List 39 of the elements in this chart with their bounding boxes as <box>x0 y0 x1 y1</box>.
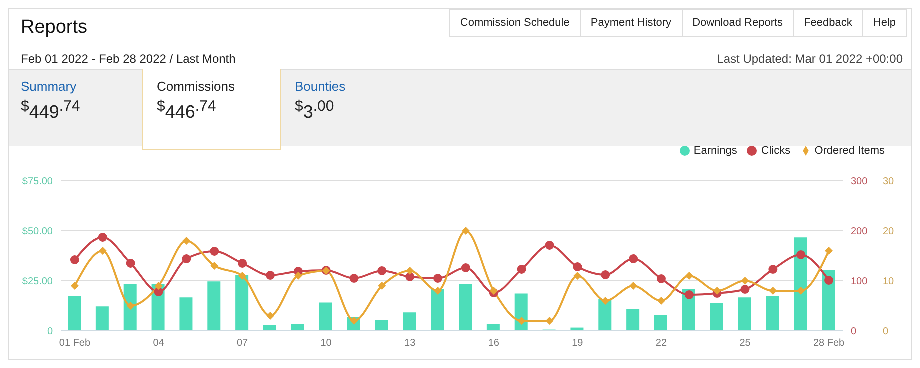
text: Commission Schedule <box>449 9 581 37</box>
x-tick-label: 01 Feb <box>59 338 91 350</box>
x-tick-label: 28 Feb <box>813 338 846 350</box>
y-tick-label: $75.00 <box>22 176 54 188</box>
y-tick-label: 0 <box>47 326 54 338</box>
y3-tick-label: 30 <box>883 176 895 188</box>
text: $^{$}$3$^{.00}$ <box>295 98 334 122</box>
x-tick-label: 04 <box>153 338 165 350</box>
y3-tick-label: 10 <box>883 276 895 288</box>
y-tick-label: $50.00 <box>22 226 54 238</box>
y3-tick-label: 0 <box>883 326 889 338</box>
text: Bounties <box>295 79 346 94</box>
y2-tick-label: 100 <box>851 276 868 288</box>
x-tick-label: 19 <box>572 338 584 350</box>
y-tick-label: $25.00 <box>22 276 54 288</box>
text: Payment History <box>580 9 683 37</box>
x-tick-label: 10 <box>320 338 332 350</box>
text: $^{$}$449$^{.74}$ <box>21 98 80 122</box>
text: $^{$}$446$^{.74}$ <box>157 98 216 122</box>
x-tick-label: 25 <box>740 338 752 350</box>
chart-subtitle: Feb 01 2022 - Feb 28 2022 / Last Month <box>21 52 236 66</box>
x-tick-label: 07 <box>236 338 249 350</box>
y3-tick-label: 20 <box>883 226 895 238</box>
text: Last Updated: Mar 01 2022 +00:00 <box>717 52 903 66</box>
y2-tick-label: 200 <box>851 226 868 238</box>
legend-label: Ordered Items <box>814 145 885 157</box>
y2-tick-label: 300 <box>851 176 868 188</box>
x-tick-label: 22 <box>656 338 668 350</box>
text: Feedback <box>793 9 864 37</box>
y2-tick-label: 0 <box>851 326 857 338</box>
text: Commissions <box>157 79 236 94</box>
x-tick-label: 16 <box>488 338 500 350</box>
text: Download Reports <box>682 9 794 37</box>
x-tick-label: 13 <box>404 338 416 350</box>
legend-label: Clicks <box>761 145 791 157</box>
text: Help <box>862 9 907 37</box>
chart-title: Reports <box>21 17 88 39</box>
text: Summary <box>21 79 78 94</box>
legend-label: Earnings <box>694 145 738 157</box>
